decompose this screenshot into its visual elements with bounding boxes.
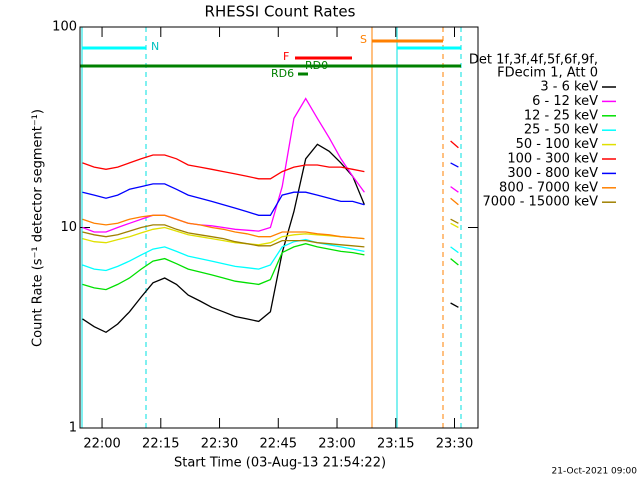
legend-label: 7000 - 15000 keV xyxy=(483,195,599,210)
legend-label: 100 - 300 keV xyxy=(507,152,598,167)
legend-label: 3 - 6 keV xyxy=(540,80,598,95)
x-tick-label: 23:15 xyxy=(377,437,414,452)
y-tick-label: 10 xyxy=(60,220,77,235)
series-line xyxy=(82,218,459,248)
legend-label: 800 - 7000 keV xyxy=(499,180,598,195)
legend-label: 300 - 800 keV xyxy=(507,166,598,181)
y-tick-label: 100 xyxy=(52,20,77,35)
series-line xyxy=(82,140,459,180)
series-line xyxy=(82,162,459,216)
footer: 21-Oct-2021 09:00 xyxy=(552,467,638,477)
annotation: RD6 xyxy=(271,67,294,80)
series-line xyxy=(82,222,459,246)
x-axis-label: Start Time (03-Aug-13 21:54:22) xyxy=(174,456,386,471)
legend-header: Det 1f,3f,4f,5f,6f,9f, xyxy=(469,53,598,68)
annotation: N xyxy=(151,40,159,53)
series-line xyxy=(82,143,459,334)
y-axis-label: Count Rate (s⁻¹ detector segment⁻¹) xyxy=(31,109,46,347)
x-tick-label: 23:30 xyxy=(436,437,473,452)
legend-header: FDecim 1, Att 0 xyxy=(497,66,598,81)
series-line xyxy=(82,97,459,233)
annotation: S xyxy=(360,33,367,46)
chart-title: RHESSI Count Rates xyxy=(205,3,356,21)
x-tick-label: 22:15 xyxy=(142,437,179,452)
series-line xyxy=(82,243,459,291)
series-line xyxy=(82,197,459,240)
x-tick-label: 23:00 xyxy=(318,437,355,452)
legend-label: 6 - 12 keV xyxy=(532,94,598,109)
x-tick-label: 22:45 xyxy=(260,437,297,452)
legend-label: 25 - 50 keV xyxy=(524,123,598,138)
x-tick-label: 22:00 xyxy=(83,437,120,452)
y-tick-label: 1 xyxy=(69,421,77,436)
legend-label: 12 - 25 keV xyxy=(524,108,598,123)
x-tick-label: 22:30 xyxy=(201,437,238,452)
annotation: F xyxy=(283,50,289,63)
annotation: RD0 xyxy=(305,59,328,72)
legend-label: 50 - 100 keV xyxy=(516,137,599,152)
